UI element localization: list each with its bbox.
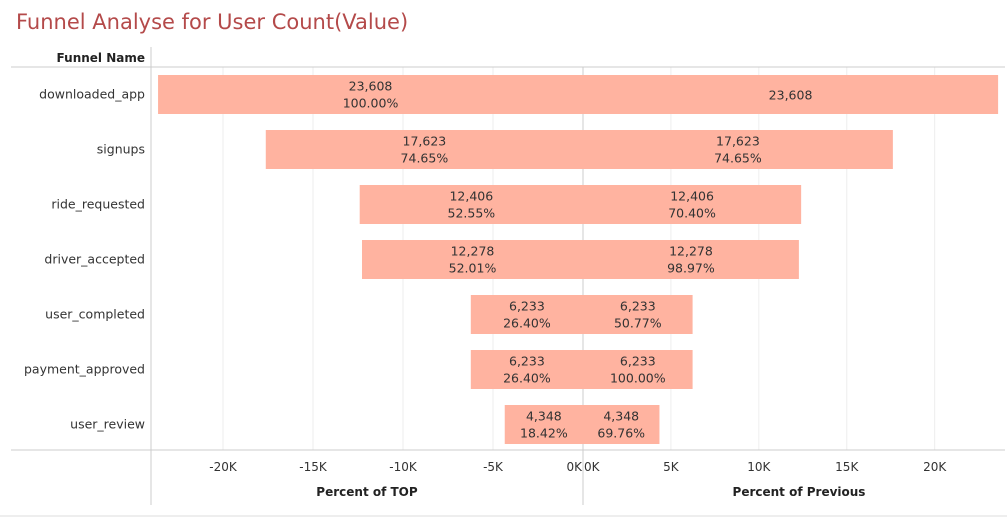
bar-value-label: 17,623: [716, 134, 760, 149]
bar-value-label: 6,233: [509, 354, 545, 369]
bar-percent-label: 52.01%: [449, 261, 497, 276]
bar-percent-of-top: [470, 350, 583, 389]
bar-percent-of-top: [361, 240, 583, 279]
bar-percent-label: 26.40%: [503, 316, 551, 331]
category-label: ride_requested: [51, 197, 145, 212]
x-tick-label: 20K: [923, 460, 947, 474]
x-tick-label: 0K: [584, 460, 601, 474]
x-tick-label: -10K: [389, 460, 418, 474]
bar-value-label: 12,406: [449, 189, 493, 204]
bar-percent-of-previous: [583, 405, 660, 444]
bar-value-label: 6,233: [620, 354, 656, 369]
bar-value-label: 12,278: [669, 244, 713, 259]
bar-percent-label: 52.55%: [448, 206, 496, 221]
x-tick-label: 5K: [663, 460, 680, 474]
category-label: downloaded_app: [39, 87, 145, 102]
bar-percent-label: 50.77%: [614, 316, 662, 331]
bar-value-label: 17,623: [403, 134, 447, 149]
bar-percent-of-top: [470, 295, 583, 334]
category-label: user_review: [70, 417, 145, 432]
bar-value-label: 4,348: [526, 409, 562, 424]
bar-percent-label: 70.40%: [668, 206, 716, 221]
bar-percent-label: 100.00%: [610, 371, 666, 386]
bar-value-label: 6,233: [509, 299, 545, 314]
category-label: payment_approved: [24, 362, 145, 377]
bar-percent-of-previous: [583, 240, 799, 279]
bar-value-label: 12,406: [670, 189, 714, 204]
row-header-label: Funnel Name: [57, 51, 145, 65]
bar-percent-label: 74.65%: [714, 151, 762, 166]
bar-value-label: 23,608: [769, 88, 813, 103]
bar-percent-of-previous: [583, 350, 693, 389]
bar-percent-label: 69.76%: [597, 426, 645, 441]
x-tick-label: 0K: [566, 460, 583, 474]
category-label: driver_accepted: [44, 252, 145, 267]
bar-percent-label: 98.97%: [667, 261, 715, 276]
bar-value-label: 12,278: [451, 244, 495, 259]
bar-percent-of-previous: [583, 295, 693, 334]
bar-percent-label: 26.40%: [503, 371, 551, 386]
bar-percent-of-top: [359, 185, 583, 224]
bar-value-label: 6,233: [620, 299, 656, 314]
bar-percent-of-top: [504, 405, 583, 444]
x-tick-label: -5K: [483, 460, 504, 474]
x-axis-title: Percent of TOP: [316, 485, 418, 499]
x-tick-label: 10K: [747, 460, 771, 474]
bar-percent-label: 100.00%: [343, 96, 399, 111]
bar-value-label: 23,608: [349, 79, 393, 94]
bar-percent-of-top: [158, 75, 583, 114]
chart-title: Funnel Analyse for User Count(Value): [16, 10, 409, 34]
x-axis-title: Percent of Previous: [733, 485, 866, 499]
category-label: signups: [97, 142, 145, 157]
bar-percent-of-previous: [583, 185, 802, 224]
bar-value-label: 4,348: [603, 409, 639, 424]
category-label: user_completed: [45, 307, 145, 322]
bar-percent-of-previous: [583, 130, 893, 169]
x-tick-label: -20K: [209, 460, 238, 474]
x-tick-label: 15K: [835, 460, 859, 474]
bar-percent-label: 18.42%: [520, 426, 568, 441]
bar-percent-label: 74.65%: [401, 151, 449, 166]
bar-percent-of-previous: [583, 75, 999, 114]
bar-percent-of-top: [265, 130, 583, 169]
x-tick-label: -15K: [299, 460, 328, 474]
